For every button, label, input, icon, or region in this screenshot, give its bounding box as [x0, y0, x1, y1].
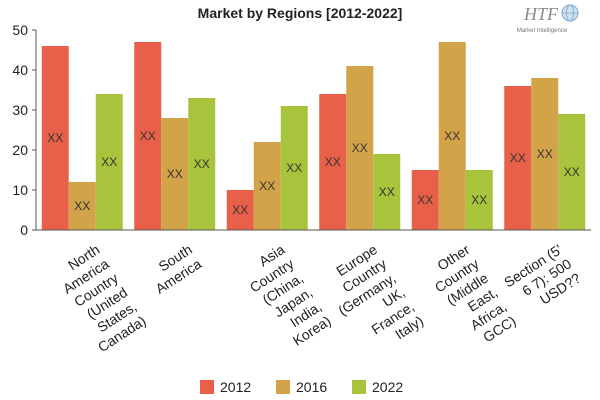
bar-2016-2: [253, 142, 281, 230]
bar-data-label: XX: [417, 193, 433, 207]
bar-data-label: XX: [194, 157, 210, 171]
y-tick-label: 10: [12, 182, 28, 198]
y-tick-label: 20: [12, 142, 28, 158]
bar-2022-0: [95, 94, 123, 230]
bar-2022-4: [465, 170, 493, 230]
y-axis: 0 10 20 30 40 50: [12, 22, 37, 238]
bar-data-label: XX: [286, 161, 302, 175]
bar-2012-4: [411, 170, 439, 230]
bar-2012-5: [504, 86, 532, 230]
legend-swatch-2022: [352, 380, 366, 394]
brand-logo: HTF Market Intelligence: [502, 2, 592, 36]
bar-2022-1: [188, 98, 216, 230]
bar-data-label: XX: [564, 165, 580, 179]
bar-2016-3: [346, 66, 374, 230]
bar-data-label: XX: [379, 185, 395, 199]
legend-label: 2012: [220, 379, 251, 395]
bar-data-label: XX: [444, 129, 460, 143]
logo-subtext: Market Intelligence: [517, 28, 568, 34]
bar-2012-2: [226, 190, 254, 230]
y-tick-label: 0: [20, 222, 28, 238]
x-axis: NorthAmericaCountry(UnitedStates,Canada)…: [36, 229, 591, 355]
y-tick-label: 40: [12, 62, 28, 78]
legend: 2012 2016 2022: [200, 379, 403, 395]
bar-data-label: XX: [167, 167, 183, 181]
logo-text: HTF: [523, 4, 559, 24]
bar-2012-1: [134, 42, 162, 230]
y-tick-label: 50: [12, 22, 28, 38]
legend-label: 2016: [296, 379, 327, 395]
bar-2016-4: [438, 42, 466, 230]
legend-swatch-2016: [276, 380, 290, 394]
bar-2022-5: [558, 114, 586, 230]
bar-data-label: XX: [232, 203, 248, 217]
bars: [41, 42, 586, 230]
bar-2016-0: [68, 182, 96, 230]
bar-data-label: XX: [471, 193, 487, 207]
bar-data-label: XX: [537, 147, 553, 161]
bar-data-labels: XX XX XX XX XX XX XX XX XX XX XX XX XX XX XX XX XX XX: [47, 129, 580, 217]
chart-title: Market by Regions [2012-2022]: [198, 5, 403, 21]
bar-data-label: XX: [325, 155, 341, 169]
bar-2012-0: [41, 46, 69, 230]
bar-data-label: XX: [259, 179, 275, 193]
bar-2016-1: [161, 118, 189, 230]
bar-data-label: XX: [510, 151, 526, 165]
bar-data-label: XX: [140, 129, 156, 143]
legend-swatch-2012: [200, 380, 214, 394]
bar-2022-3: [373, 154, 401, 230]
bar-data-label: XX: [101, 155, 117, 169]
bar-2016-5: [531, 78, 559, 230]
globe-icon: [561, 4, 579, 22]
bar-2012-3: [319, 94, 347, 230]
bar-data-label: XX: [47, 131, 63, 145]
y-tick-label: 30: [12, 102, 28, 118]
legend-label: 2022: [372, 379, 403, 395]
bar-data-label: XX: [352, 141, 368, 155]
bar-data-label: XX: [74, 199, 90, 213]
bar-2022-2: [280, 106, 308, 230]
